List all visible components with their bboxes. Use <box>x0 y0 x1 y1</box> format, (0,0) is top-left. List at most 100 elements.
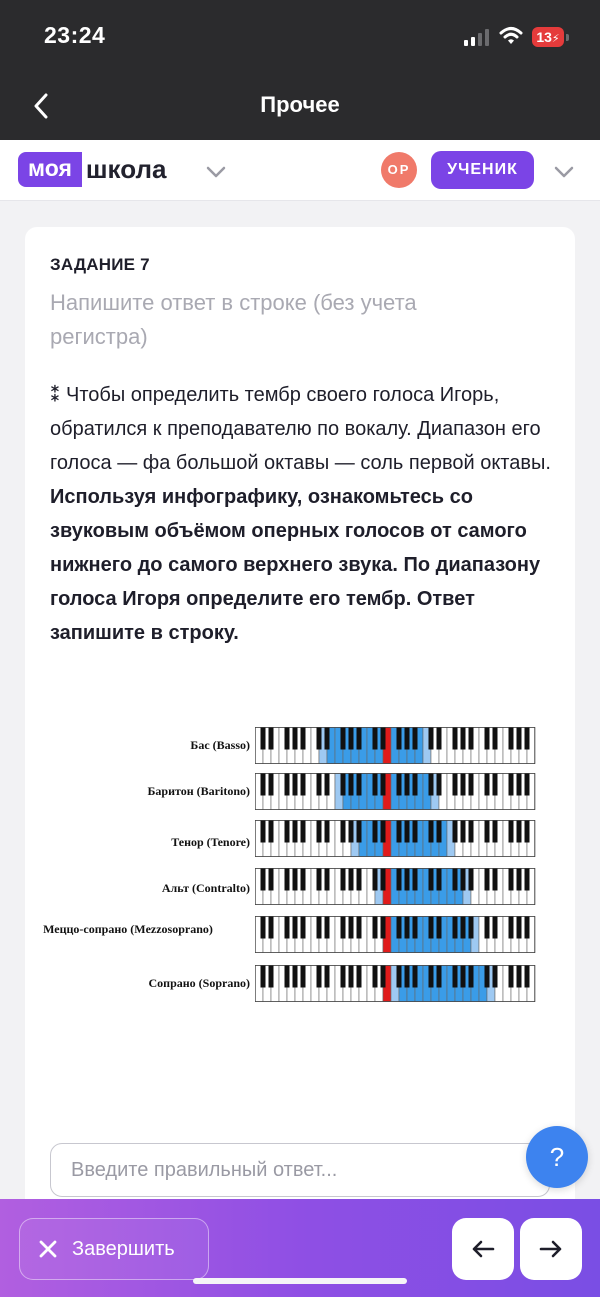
piano-black-key <box>372 868 378 891</box>
piano-black-key <box>316 868 322 891</box>
arrow-left-icon <box>472 1240 495 1258</box>
piano-black-key <box>300 727 306 750</box>
piano-black-key <box>436 727 442 750</box>
next-button[interactable] <box>520 1218 582 1280</box>
piano-black-key <box>404 868 410 891</box>
piano-black-key <box>316 773 322 796</box>
chevron-down-icon[interactable] <box>205 165 227 179</box>
piano-black-key <box>356 727 362 750</box>
wifi-icon <box>499 27 523 44</box>
piano-black-key <box>460 916 466 939</box>
task-text-bold: Используя инфографику, ознакомьтесь со з… <box>50 486 541 644</box>
help-button[interactable]: ? <box>526 1126 588 1188</box>
piano-black-key <box>412 965 418 988</box>
app-logo[interactable]: моя школа <box>18 152 166 187</box>
piano-black-key <box>292 773 298 796</box>
piano-black-key <box>284 916 290 939</box>
piano-black-key <box>348 916 354 939</box>
battery-icon: 13⚡ <box>532 27 564 47</box>
piano-black-key <box>524 727 530 750</box>
piano-black-key <box>372 965 378 988</box>
task-title: ЗАДАНИЕ 7 <box>50 255 150 274</box>
piano-black-key <box>492 916 498 939</box>
piano-black-key <box>404 965 410 988</box>
keyboard-tenor <box>255 820 536 857</box>
piano-black-key <box>508 965 514 988</box>
piano-black-key <box>468 868 474 891</box>
piano-black-key <box>260 916 266 939</box>
keyboard-frame <box>255 868 536 905</box>
piano-black-key <box>452 965 458 988</box>
piano-black-key <box>492 965 498 988</box>
piano-black-key <box>412 727 418 750</box>
keyboard-frame <box>255 773 536 810</box>
status-time: 23:24 <box>44 22 106 48</box>
piano-black-key <box>396 965 402 988</box>
piano-black-key <box>492 727 498 750</box>
task-text: ⁑ Чтобы определить тембр своего голоса И… <box>50 378 555 650</box>
keyboard-frame <box>255 727 536 764</box>
piano-black-key <box>348 773 354 796</box>
battery-level: 13 <box>536 29 552 45</box>
finish-button[interactable]: Завершить <box>19 1218 209 1280</box>
keyboard-contralto <box>255 868 536 905</box>
piano-black-key <box>292 820 298 843</box>
piano-black-key <box>268 965 274 988</box>
piano-black-key <box>292 868 298 891</box>
piano-black-key <box>412 868 418 891</box>
piano-black-key <box>324 868 330 891</box>
piano-black-key <box>380 965 386 988</box>
piano-black-key <box>284 727 290 750</box>
piano-black-key <box>396 820 402 843</box>
piano-black-key <box>292 727 298 750</box>
piano-black-key <box>484 727 490 750</box>
piano-black-key <box>468 965 474 988</box>
voice-label-tenor: Тенор (Tenore) <box>171 835 250 849</box>
piano-black-key <box>356 868 362 891</box>
piano-black-key <box>484 916 490 939</box>
role-button[interactable]: УЧЕНИК <box>431 151 534 189</box>
piano-black-key <box>372 773 378 796</box>
piano-black-key <box>508 773 514 796</box>
piano-black-key <box>260 868 266 891</box>
piano-black-key <box>484 868 490 891</box>
answer-input[interactable] <box>50 1143 550 1197</box>
piano-black-key <box>324 965 330 988</box>
piano-black-key <box>428 916 434 939</box>
piano-black-key <box>260 727 266 750</box>
piano-black-key <box>396 727 402 750</box>
piano-black-key <box>492 820 498 843</box>
piano-black-key <box>300 916 306 939</box>
prev-button[interactable] <box>452 1218 514 1280</box>
voice-label-mezzo: Меццо-сопрано (Mezzosoprano) <box>43 922 213 936</box>
piano-black-key <box>492 868 498 891</box>
back-button[interactable] <box>26 88 56 124</box>
piano-black-key <box>404 916 410 939</box>
piano-black-key <box>428 868 434 891</box>
chevron-down-icon[interactable] <box>553 165 575 179</box>
piano-black-key <box>356 773 362 796</box>
piano-black-key <box>484 820 490 843</box>
piano-black-key <box>484 773 490 796</box>
piano-black-key <box>412 820 418 843</box>
piano-black-key <box>316 965 322 988</box>
piano-black-key <box>260 773 266 796</box>
page-title: Прочее <box>260 92 340 117</box>
piano-black-key <box>468 773 474 796</box>
piano-black-key <box>492 773 498 796</box>
piano-black-key <box>524 965 530 988</box>
piano-black-key <box>436 965 442 988</box>
piano-black-key <box>404 773 410 796</box>
piano-black-key <box>356 820 362 843</box>
avatar[interactable]: ОР <box>381 152 417 188</box>
piano-black-key <box>372 820 378 843</box>
piano-black-key <box>404 727 410 750</box>
piano-black-key <box>268 820 274 843</box>
piano-black-key <box>340 727 346 750</box>
piano-black-key <box>524 868 530 891</box>
piano-black-key <box>460 965 466 988</box>
piano-black-key <box>284 868 290 891</box>
piano-black-key <box>348 965 354 988</box>
piano-black-key <box>412 916 418 939</box>
voice-label-bass: Бас (Basso) <box>190 738 250 752</box>
